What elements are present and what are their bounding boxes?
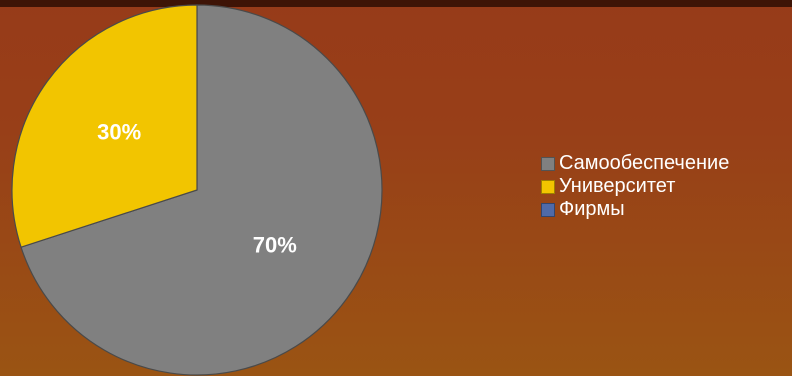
legend-label-self-funding: Самообеспечение <box>559 152 730 174</box>
legend-item-self-funding: Самообеспечение <box>541 152 729 175</box>
legend-swatch-companies <box>541 202 555 217</box>
legend-item-companies: Фирмы <box>541 198 729 221</box>
legend-swatch-university <box>541 179 555 194</box>
pie-slices <box>11 4 383 376</box>
legend-label-companies: Фирмы <box>559 198 625 220</box>
pie-slice-1 <box>11 4 198 248</box>
chart-legend: Самообеспечение Университет Фирмы <box>541 152 729 221</box>
legend-label-university: Университет <box>559 175 676 197</box>
legend-swatch-self-funding <box>541 156 555 171</box>
legend-item-university: Университет <box>541 175 729 198</box>
pie-slice-label-0: 70% <box>253 232 297 257</box>
pie-slice-0 <box>20 4 383 376</box>
top-bar <box>0 0 792 7</box>
pie-slice-labels: 70% 30% <box>97 119 297 257</box>
pie-slice-label-1: 30% <box>97 119 141 144</box>
